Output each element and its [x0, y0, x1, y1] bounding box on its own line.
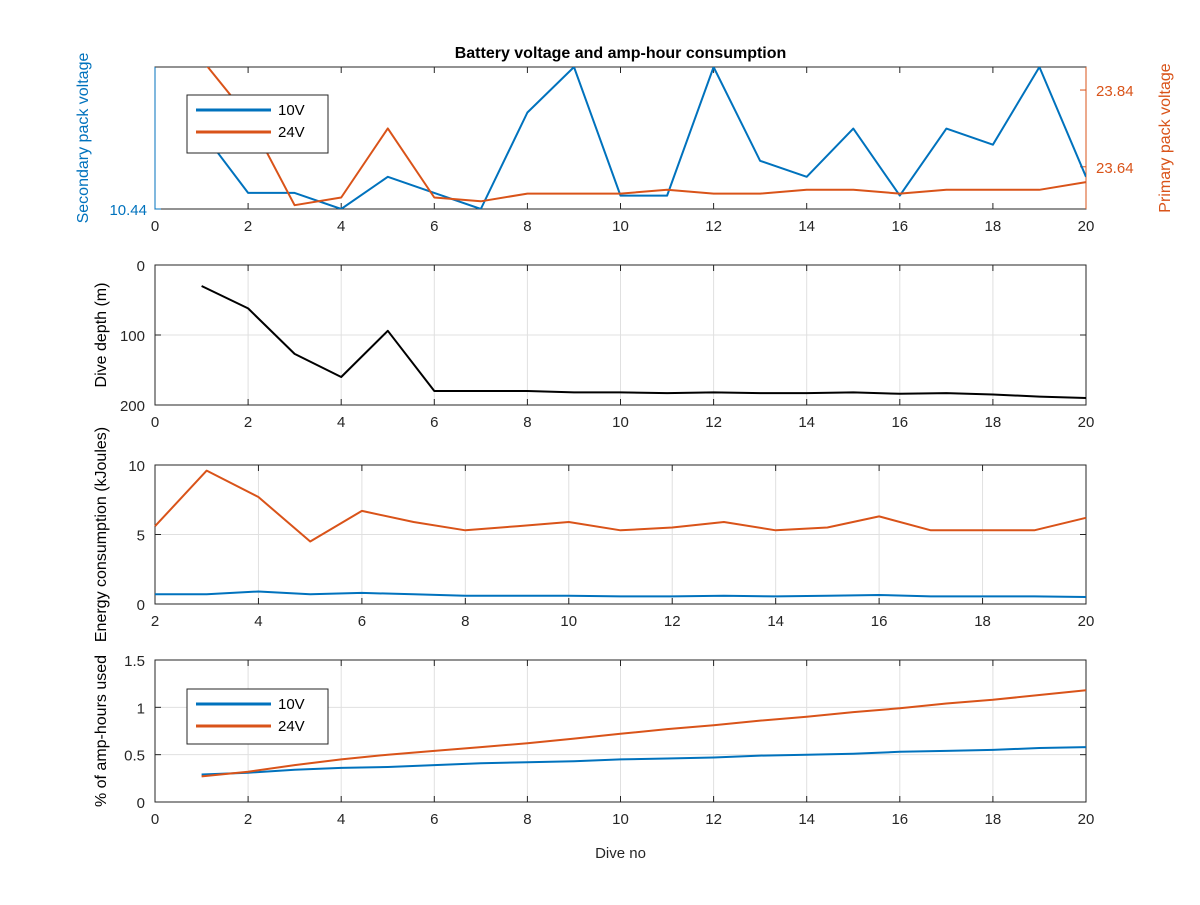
x-tick-label: 14	[767, 613, 784, 630]
x-tick-label: 0	[151, 414, 159, 431]
y-tick-label: 5	[137, 528, 145, 545]
x-tick-label: 6	[430, 414, 438, 431]
x-tick-label: 18	[985, 218, 1002, 235]
x-tick-label: 8	[461, 613, 469, 630]
x-tick-label: 14	[798, 218, 815, 235]
x-tick-label: 0	[151, 811, 159, 828]
x-tick-label: 20	[1078, 613, 1095, 630]
series-line-24v	[201, 689, 1087, 778]
x-tick-label: 12	[705, 218, 722, 235]
y-tick-label: 1	[137, 700, 145, 717]
x-tick-label: 10	[612, 811, 629, 828]
x-tick-label: 12	[705, 811, 722, 828]
y-left-axis-label: Secondary pack voltage	[75, 53, 92, 224]
legend-label-24v: 24V	[278, 124, 305, 141]
x-tick-label: 2	[244, 414, 252, 431]
x-tick-label: 14	[798, 811, 815, 828]
y-tick-label: 200	[120, 398, 145, 415]
legend-label-10v: 10V	[278, 102, 305, 119]
x-tick-label: 8	[523, 811, 531, 828]
y-tick-label: 0	[137, 795, 145, 812]
x-axis-label: Dive no	[595, 845, 646, 862]
x-tick-label: 18	[974, 613, 991, 630]
y-tick-label: 0	[137, 258, 145, 275]
x-tick-label: 4	[337, 218, 345, 235]
x-tick-label: 6	[358, 613, 366, 630]
y-tick-label: 0	[137, 597, 145, 614]
legend-box	[186, 94, 329, 154]
series-line-10v	[200, 67, 1086, 209]
x-tick-label: 16	[891, 811, 908, 828]
x-tick-label: 10	[560, 613, 577, 630]
x-tick-label: 0	[151, 218, 159, 235]
x-tick-label: 18	[985, 811, 1002, 828]
x-tick-label: 4	[337, 811, 345, 828]
series-line-10v	[201, 746, 1087, 776]
y-tick-label: 0.5	[124, 748, 145, 765]
legend-box	[186, 688, 329, 745]
x-tick-label: 6	[430, 218, 438, 235]
x-tick-label: 14	[798, 414, 815, 431]
x-tick-label: 18	[985, 414, 1002, 431]
series-line-24v	[206, 67, 1086, 207]
x-tick-label: 16	[871, 613, 888, 630]
y-axis-label: Dive depth (m)	[93, 283, 110, 388]
x-tick-label: 10	[612, 414, 629, 431]
y-tick-label: 100	[120, 328, 145, 345]
y-right-tick-label: 23.84	[1096, 83, 1134, 100]
x-tick-label: 4	[337, 414, 345, 431]
x-tick-label: 8	[523, 414, 531, 431]
legend-label-24v: 24V	[278, 718, 305, 735]
chart-title: Battery voltage and amp-hour consumption	[455, 45, 787, 62]
y-left-tick-label: 10.44	[109, 202, 147, 219]
x-tick-label: 10	[612, 218, 629, 235]
x-tick-label: 16	[891, 218, 908, 235]
x-tick-label: 8	[523, 218, 531, 235]
legend-label-10v: 10V	[278, 696, 305, 713]
x-tick-label: 6	[430, 811, 438, 828]
y-tick-label: 1.5	[124, 653, 145, 670]
series-line-black-2	[201, 285, 1087, 399]
y-tick-label: 10	[128, 458, 145, 475]
series-line-orange-3	[154, 469, 1087, 543]
x-tick-label: 20	[1078, 811, 1095, 828]
x-tick-label: 12	[705, 414, 722, 431]
y-right-tick-label: 23.64	[1096, 160, 1134, 177]
x-tick-label: 4	[254, 613, 262, 630]
x-tick-label: 16	[891, 414, 908, 431]
x-tick-label: 20	[1078, 414, 1095, 431]
y-right-axis-label: Primary pack voltage	[1157, 63, 1174, 212]
x-tick-label: 20	[1078, 218, 1095, 235]
x-tick-label: 2	[151, 613, 159, 630]
x-tick-label: 2	[244, 218, 252, 235]
series-line-blue-3	[155, 590, 1087, 598]
y-axis-label: Energy consumption (kJoules)	[93, 427, 110, 642]
y-axis-label: % of amp-hours used	[93, 655, 110, 807]
x-tick-label: 2	[244, 811, 252, 828]
x-tick-label: 12	[664, 613, 681, 630]
